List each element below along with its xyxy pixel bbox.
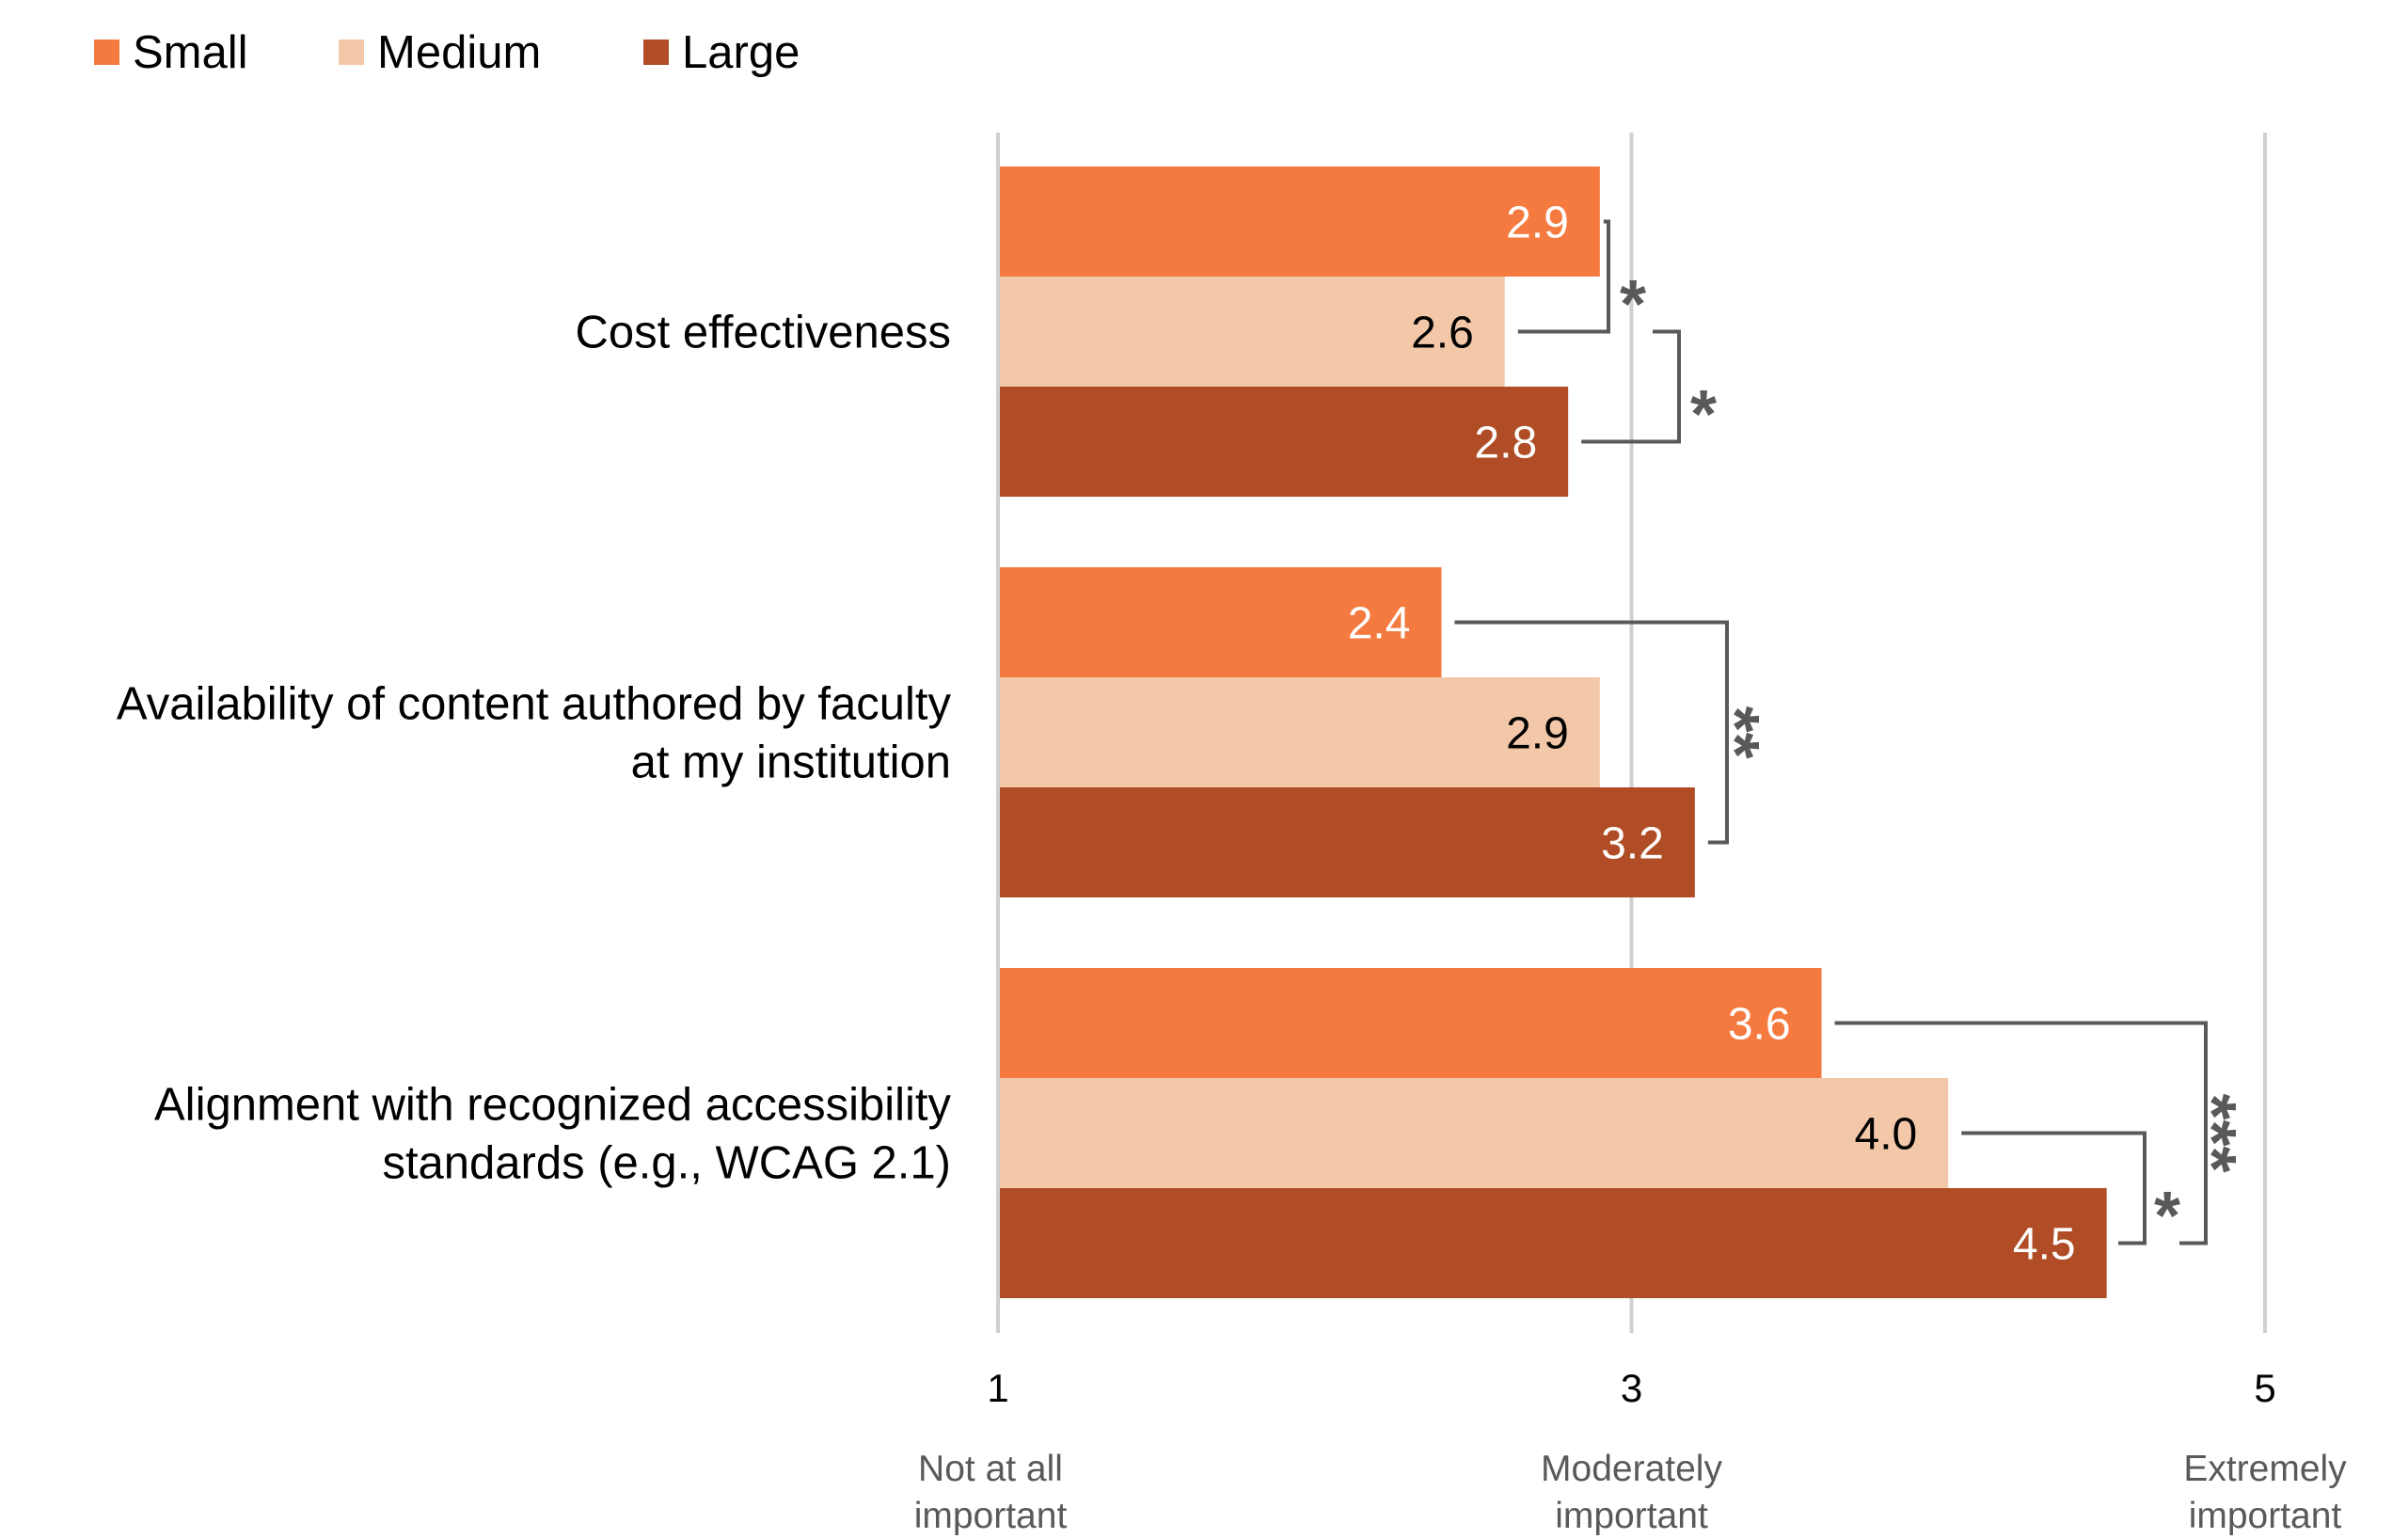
category-label: at my institution <box>631 738 951 788</box>
significance-marker: * <box>2154 1179 2180 1254</box>
significance-bracket <box>1961 1131 2147 1245</box>
legend-label: Medium <box>377 27 541 78</box>
x-tick-sublabel: Extremely <box>2183 1449 2347 1489</box>
legend-label: Small <box>133 27 248 78</box>
legend-swatch-small <box>94 40 119 65</box>
bar-large <box>998 387 1569 497</box>
x-tick-sublabel: important <box>914 1496 1068 1536</box>
bar-medium <box>998 677 1600 787</box>
bar-small <box>998 968 1822 1078</box>
significance-marker: *** <box>2174 1093 2249 1172</box>
value-label: 2.8 <box>1474 419 1537 468</box>
significance-marker: ** <box>1697 706 1772 758</box>
value-label: 2.9 <box>1506 709 1569 759</box>
x-tick-sublabel: important <box>1555 1496 1708 1536</box>
bar-small <box>998 567 1442 677</box>
value-label: 3.6 <box>1728 1000 1791 1050</box>
bar-small <box>998 167 1600 277</box>
significance-bracket <box>1581 329 1681 444</box>
bar-medium <box>998 1078 1949 1188</box>
x-tick-label: 3 <box>1621 1366 1642 1410</box>
significance-bracket <box>1834 1021 2208 1245</box>
x-tick-label: 5 <box>2254 1366 2275 1410</box>
legend-label: Large <box>682 27 800 78</box>
value-label: 4.5 <box>2013 1220 2076 1270</box>
x-tick-sublabel: Not at all <box>918 1449 1063 1489</box>
value-label: 4.0 <box>1855 1110 1918 1160</box>
significance-bracket <box>1517 219 1610 334</box>
bar-large <box>998 787 1695 897</box>
x-tick-sublabel: important <box>2189 1496 2342 1536</box>
bar-medium <box>998 277 1505 387</box>
significance-marker: * <box>1620 267 1646 342</box>
value-label: 2.4 <box>1348 599 1411 649</box>
significance-marker: * <box>1690 377 1717 452</box>
value-label: 2.6 <box>1411 309 1474 358</box>
category-label: standards (e.g., WCAG 2.1) <box>382 1138 951 1189</box>
x-tick-label: 1 <box>987 1366 1008 1410</box>
significance-bracket <box>1454 620 1729 845</box>
category-label: Cost effectiveness <box>576 308 951 358</box>
value-label: 2.9 <box>1506 198 1569 248</box>
category-label: Alignment with recognized accessibility <box>154 1080 951 1131</box>
legend-swatch-medium <box>339 40 364 65</box>
x-tick-sublabel: Moderately <box>1541 1449 1722 1489</box>
value-label: 3.2 <box>1601 819 1664 869</box>
bar-large <box>998 1188 2107 1298</box>
legend-swatch-large <box>643 40 669 65</box>
category-label: Availability of content authored by facu… <box>117 679 952 730</box>
